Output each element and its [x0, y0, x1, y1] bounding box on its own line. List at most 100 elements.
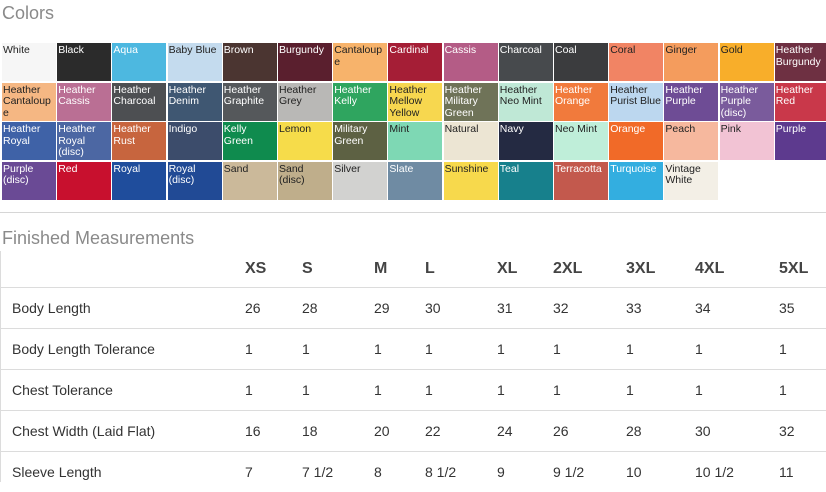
color-swatch[interactable]: Red [57, 162, 111, 200]
measurement-value: 9 1/2 [553, 452, 626, 492]
color-swatch[interactable]: Cantaloupe [333, 43, 387, 81]
color-swatch[interactable]: Sand (disc) [278, 162, 332, 200]
measurement-value: 29 [374, 288, 425, 329]
color-swatch[interactable]: Heather Purple [664, 83, 718, 121]
measurement-value: 1 [425, 329, 497, 370]
color-swatch[interactable]: Heather Rust [112, 122, 166, 160]
color-swatch[interactable]: Heather Kelly [333, 83, 387, 121]
color-swatch[interactable]: Heather Graphite [223, 83, 277, 121]
color-swatch[interactable]: Indigo [168, 122, 222, 160]
measurement-value: 35 [779, 288, 826, 329]
color-swatch[interactable]: Sunshine [444, 162, 498, 200]
color-swatch[interactable]: Neo Mint [554, 122, 608, 160]
measurement-label: Body Length Tolerance [0, 329, 245, 370]
color-swatch[interactable]: Charcoal [499, 43, 553, 81]
measurement-value: 24 [497, 411, 553, 452]
measurement-value: 1 [374, 329, 425, 370]
color-swatch[interactable]: Baby Blue [168, 43, 222, 81]
color-swatch[interactable]: Royal (disc) [168, 162, 222, 200]
measurement-value: 8 1/2 [425, 452, 497, 492]
size-header-cell: S [302, 251, 374, 288]
color-swatch[interactable]: Kelly Green [223, 122, 277, 160]
size-header-cell: 3XL [626, 251, 695, 288]
color-swatch[interactable]: Turquoise [609, 162, 663, 200]
color-swatch[interactable]: Navy [499, 122, 553, 160]
color-swatch[interactable]: Heather Neo Mint [499, 83, 553, 121]
color-swatch[interactable]: Heather Grey [278, 83, 332, 121]
color-swatch[interactable]: Heather Charcoal [112, 83, 166, 121]
measurement-value: 1 [695, 329, 779, 370]
measurement-value: 31 [497, 288, 553, 329]
color-swatch[interactable]: Heather Cantaloupe [2, 83, 56, 121]
color-swatch[interactable]: Peach [664, 122, 718, 160]
measurement-value: 1 [245, 329, 302, 370]
color-swatch[interactable]: Gold [720, 43, 774, 81]
measurement-value: 10 [626, 452, 695, 492]
color-swatch[interactable]: Ginger [664, 43, 718, 81]
measurements-heading: Finished Measurements [2, 228, 194, 249]
color-swatch[interactable]: Vintage White [664, 162, 718, 200]
color-swatch[interactable]: Sand [223, 162, 277, 200]
size-header-cell: XL [497, 251, 553, 288]
color-swatch[interactable]: Heather Orange [554, 83, 608, 121]
color-swatch[interactable]: Coal [554, 43, 608, 81]
color-swatch[interactable]: Heather Burgundy [775, 43, 826, 81]
measurement-value: 1 [553, 329, 626, 370]
measurement-value: 26 [553, 411, 626, 452]
color-swatch[interactable]: Heather Purist Blue [609, 83, 663, 121]
measurement-value: 1 [374, 370, 425, 411]
color-swatch[interactable]: White [2, 43, 56, 81]
color-swatch[interactable]: Silver [333, 162, 387, 200]
measurement-value: 34 [695, 288, 779, 329]
measurement-value: 10 1/2 [695, 452, 779, 492]
color-swatch[interactable]: Slate [388, 162, 442, 200]
measurement-value: 30 [695, 411, 779, 452]
color-swatch[interactable]: Lemon [278, 122, 332, 160]
color-swatch[interactable]: Purple (disc) [2, 162, 56, 200]
measurement-value: 7 [245, 452, 302, 492]
color-swatch[interactable]: Cardinal [388, 43, 442, 81]
colors-heading: Colors [2, 3, 54, 24]
measurement-value: 1 [553, 370, 626, 411]
color-swatch[interactable]: Heather Red [775, 83, 826, 121]
color-swatch[interactable]: Brown [223, 43, 277, 81]
size-header-cell: 4XL [695, 251, 779, 288]
color-swatch[interactable]: Heather Royal (disc) [57, 122, 111, 160]
color-swatch[interactable]: Mint [388, 122, 442, 160]
color-swatch[interactable]: Cassis [444, 43, 498, 81]
color-swatch[interactable]: Heather Denim [168, 83, 222, 121]
color-swatch[interactable]: Heather Military Green [444, 83, 498, 121]
measurement-value: 1 [779, 370, 826, 411]
measurement-value: 18 [302, 411, 374, 452]
color-swatch[interactable]: Teal [499, 162, 553, 200]
size-header-cell: 2XL [553, 251, 626, 288]
color-swatch[interactable]: Heather Mellow Yellow [388, 83, 442, 121]
color-swatch[interactable]: Natural [444, 122, 498, 160]
measurement-value: 1 [695, 370, 779, 411]
color-swatch[interactable]: Royal [112, 162, 166, 200]
size-header-cell: M [374, 251, 425, 288]
measurement-label: Chest Width (Laid Flat) [0, 411, 245, 452]
color-swatch[interactable]: Terracotta [554, 162, 608, 200]
color-swatch[interactable]: Aqua [112, 43, 166, 81]
measurement-value: 9 [497, 452, 553, 492]
color-swatch[interactable]: Military Green [333, 122, 387, 160]
color-swatch[interactable]: Orange [609, 122, 663, 160]
measurement-value: 28 [626, 411, 695, 452]
measurement-value: 16 [245, 411, 302, 452]
color-swatch[interactable]: Purple [775, 122, 826, 160]
color-swatch[interactable]: Heather Cassis [57, 83, 111, 121]
color-swatch[interactable]: Heather Royal [2, 122, 56, 160]
color-swatch[interactable]: Pink [720, 122, 774, 160]
color-swatch[interactable]: Burgundy [278, 43, 332, 81]
color-swatch[interactable]: Coral [609, 43, 663, 81]
size-header-cell: XS [245, 251, 302, 288]
color-swatch[interactable]: Black [57, 43, 111, 81]
measurement-value: 28 [302, 288, 374, 329]
measurement-value: 1 [626, 329, 695, 370]
color-swatch[interactable]: Heather Purple (disc) [720, 83, 774, 121]
